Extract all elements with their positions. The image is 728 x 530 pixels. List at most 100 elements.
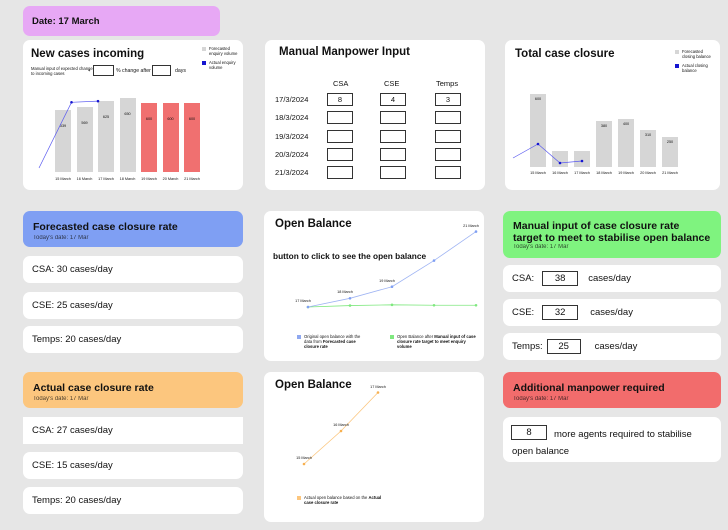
new-cases-title: New cases incoming [31, 48, 145, 60]
after-point [348, 304, 352, 307]
manual-target-csa-label: CSA: [512, 273, 535, 284]
legend-after-bold: Manual input of case closure rate target… [397, 334, 476, 349]
after-point [432, 303, 436, 307]
point-label: 16 March [333, 423, 349, 427]
forecast-bar-label: 600 [167, 117, 174, 122]
additional-agents-text: more agents required to stabilise open b… [512, 429, 692, 457]
x-tick-label: 15 March [530, 171, 546, 175]
manpower-input[interactable] [327, 166, 353, 180]
forecast-closing-bar [618, 118, 634, 167]
original-point [432, 259, 436, 262]
manpower-input[interactable]: 3 [435, 93, 461, 106]
manpower-input[interactable] [380, 129, 406, 143]
legend-actual-closing-label: Actual closing balance [682, 63, 708, 73]
original-point [474, 230, 478, 233]
forecast-bar-label: 569 [81, 120, 88, 125]
total-closure-card: Total case closure Forecasted closing ba… [505, 40, 720, 190]
x-tick-label: 21 March [662, 171, 678, 175]
x-tick-label: 17 March [574, 171, 590, 175]
date-banner: Date: 17 March [23, 6, 220, 36]
manpower-input[interactable]: 4 [380, 93, 406, 106]
actual-open-line [303, 392, 379, 465]
manpower-input[interactable] [435, 129, 461, 143]
forecast-closing-bar [596, 121, 612, 167]
days-label: days [175, 68, 186, 74]
manual-target-temps-row: Temps: 25 cases/day [503, 333, 721, 360]
forecast-closing-bar-label: 400 [622, 121, 630, 126]
legend-actual-open: Actual open balance based on the Actual … [304, 495, 384, 505]
forecast-closing-bar-label: 380 [600, 124, 608, 129]
forecast-rate-csa: CSA: 30 cases/day [23, 256, 243, 283]
additional-agents-value[interactable]: 8 [511, 425, 547, 440]
forecast-bar [55, 110, 71, 172]
actual-point [96, 99, 100, 103]
manual-target-csa-row: CSA: 38 cases/day [503, 265, 721, 292]
actual-open-point [302, 462, 306, 466]
actual-open-balance-title: Open Balance [275, 379, 352, 391]
legend-actual-open-text: Actual open balance based on the [304, 495, 368, 500]
show-open-balance-button[interactable]: button to click to see the open balance [273, 251, 427, 261]
forecast-bar [76, 106, 93, 172]
legend-original-bold: Forecasted case closure rate [304, 339, 356, 349]
row-date: 18/3/2024 [275, 113, 309, 123]
original-point [306, 305, 310, 309]
legend-actual-label: Actual enquiry volume [209, 60, 236, 70]
manpower-input[interactable] [435, 147, 461, 161]
col-header-cse: CSE [384, 79, 400, 88]
new-cases-input-label: Manual input of expected changes to inco… [31, 66, 95, 76]
actual-point [70, 100, 73, 104]
forecast-rate-temps: Temps: 20 cases/day [23, 326, 243, 353]
x-tick-label: 16 March [76, 177, 93, 181]
temps-target-input[interactable]: 25 [546, 339, 581, 354]
manual-target-csa-unit: cases/day [588, 273, 631, 284]
forecast-bar [119, 97, 136, 172]
x-tick-label: 18 March [596, 171, 612, 175]
point-label: 17 March [370, 384, 386, 389]
row-date: 21/3/2024 [275, 168, 309, 178]
actual-rate-title: Actual case closure rate [33, 382, 154, 394]
x-tick-label: 20 March [640, 171, 656, 175]
new-cases-card: New cases incoming Manual input of expec… [23, 40, 243, 190]
additional-title: Additional manpower required [513, 382, 665, 394]
manpower-input[interactable] [380, 166, 406, 180]
x-tick-label: 20 March [162, 177, 179, 181]
new-cases-input-suffix: % change after [116, 68, 151, 74]
actual-rate-cse: CSE: 15 cases/day [23, 452, 243, 479]
legend-forecast-closing-label: Forecasted closing balance [682, 49, 711, 59]
manual-target-cse-row: CSE: 32 cases/day [503, 299, 721, 326]
legend-after: Open Balance after Manual input of case … [397, 334, 477, 349]
legend-original-swatch [297, 335, 301, 339]
manual-target-cse-label: CSE: [512, 307, 535, 318]
x-tick-label: 19 March [618, 171, 634, 175]
manual-target-temps-label: Temps: [512, 341, 543, 352]
actual-open-balance-card: Open Balance 15 March 16 March 17 March Ac… [264, 372, 484, 522]
manpower-input[interactable]: 8 [327, 93, 353, 106]
forecast-rate-header: Forecasted case closure rate Today's dat… [23, 211, 243, 247]
row-date: 20/3/2024 [275, 149, 309, 159]
csa-target-input[interactable]: 38 [542, 271, 579, 286]
forecast-bar [141, 103, 157, 172]
after-point [474, 303, 478, 307]
x-tick-label: 17 March [98, 177, 114, 181]
total-closure-title: Total case closure [515, 48, 615, 60]
point-label: 18 March [337, 290, 353, 295]
manpower-input[interactable] [327, 147, 353, 161]
manpower-input[interactable] [435, 166, 461, 180]
manpower-input[interactable] [380, 111, 406, 125]
after-point [390, 303, 394, 307]
days-input[interactable] [152, 65, 171, 76]
x-tick-label: 18 March [119, 177, 136, 181]
forecast-rate-subtitle: Today's date: 17 Mar [33, 235, 89, 241]
cse-target-input[interactable]: 32 [542, 305, 579, 320]
manpower-input[interactable] [435, 111, 461, 125]
manpower-input[interactable] [327, 111, 353, 125]
forecast-closing-bar-label: 600 [534, 97, 542, 102]
percent-change-input[interactable] [93, 65, 114, 76]
legend-after-text: Open Balance after [397, 334, 434, 339]
point-label: 19 March [379, 278, 395, 283]
forecast-bar-label: 600 [145, 117, 153, 122]
actual-open-point [339, 429, 343, 433]
manpower-input[interactable] [327, 129, 353, 143]
original-point [348, 297, 352, 300]
manpower-input[interactable] [380, 147, 406, 161]
